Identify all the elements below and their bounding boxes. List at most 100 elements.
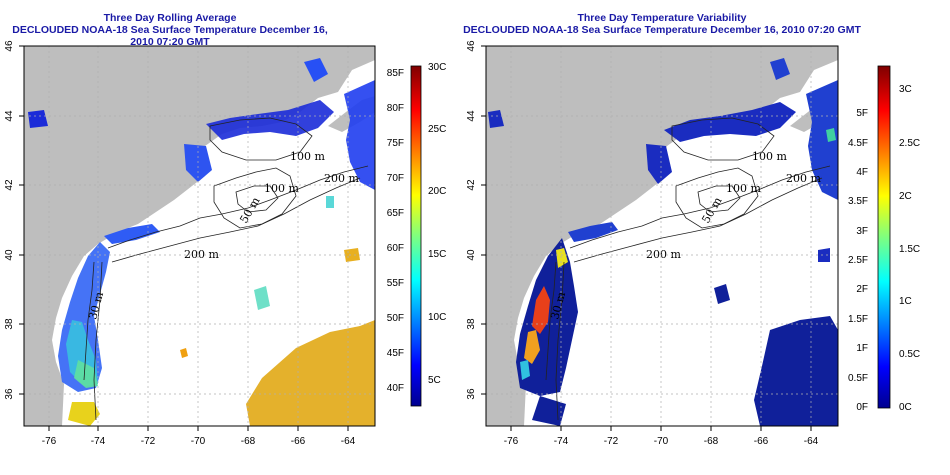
right-title: Three Day Temperature Variability (577, 12, 747, 24)
right-var-cape-cod (646, 144, 672, 184)
right-lat-label: 38 (466, 318, 477, 330)
right-contour-label-200m-a: 200 m (786, 172, 821, 185)
right-var-offshore-patch2 (754, 316, 838, 426)
left-sst-gulfstream (246, 320, 375, 426)
right-cb-f-label: 3F (856, 226, 868, 237)
right-gridlines (486, 46, 838, 426)
left-cb-f-label: 75F (387, 138, 404, 149)
left-lon-tick-labels: -76 -74 -72 -70 -68 -66 -64 (42, 436, 356, 447)
left-colorbar-c-labels: 30C 25C 20C 15C 10C 5C (428, 62, 446, 386)
left-sst-slope-cyan (254, 286, 270, 310)
left-lat-tick-labels: 36 38 40 42 44 46 (4, 40, 15, 400)
left-cb-f-label: 55F (387, 278, 404, 289)
left-sst-ne-tip (304, 58, 328, 82)
left-lon-label: -66 (291, 436, 306, 447)
right-cb-c-label: 1.5C (899, 244, 920, 255)
right-land-mass (486, 46, 838, 426)
left-cb-c-label: 20C (428, 186, 446, 197)
left-lat-label: 42 (4, 179, 15, 191)
right-lat-label: 42 (466, 179, 477, 191)
right-map-panel: 100 m 100 m 200 m 200 m 50 m 30 m (466, 40, 839, 447)
left-cb-c-label: 10C (428, 312, 446, 323)
left-lat-label: 44 (4, 110, 15, 122)
right-lon-label: -68 (704, 436, 719, 447)
right-lon-label: -70 (654, 436, 669, 447)
left-sst-gulfstream-east (344, 248, 360, 262)
left-isobaths (83, 117, 369, 421)
left-colorbar: 85F 80F 75F 70F 65F 60F 55F 50F 45F 40F … (387, 62, 446, 407)
left-sst-slope-cyan2 (326, 196, 334, 208)
left-lat-label: 46 (4, 40, 15, 52)
right-isobaths (545, 117, 831, 421)
right-var-cyan (520, 360, 530, 380)
right-lon-tick-labels: -76 -74 -72 -70 -68 -66 -64 (504, 436, 819, 447)
right-var-high-orange (524, 330, 540, 364)
left-map-frame (23, 45, 376, 427)
left-cb-f-label: 45F (387, 348, 404, 359)
left-contour-label-200m-b: 200 m (184, 248, 219, 261)
right-cb-c-label: 0C (899, 402, 912, 413)
right-cb-f-label: 1F (856, 343, 868, 354)
left-sst-nw-tip (28, 110, 48, 128)
right-cb-f-label: 2.5F (848, 255, 868, 266)
right-lat-label: 36 (466, 388, 477, 400)
left-cb-f-label: 80F (387, 103, 404, 114)
right-cb-f-label: 2F (856, 284, 868, 295)
right-axis-ticks (481, 45, 812, 431)
right-var-offshore-patch3 (818, 248, 830, 262)
left-lon-label: -70 (191, 436, 206, 447)
right-lon-label: -76 (504, 436, 519, 447)
left-axis-ticks (19, 45, 349, 431)
left-lon-label: -74 (91, 436, 106, 447)
right-contour-label-200m-b: 200 m (646, 248, 681, 261)
left-title: Three Day Rolling Average (103, 12, 237, 24)
right-cb-f-label: 4.5F (848, 138, 868, 149)
right-var-scotian-hot (826, 128, 836, 142)
left-cb-f-label: 70F (387, 173, 404, 184)
right-cb-f-label: 0.5F (848, 373, 868, 384)
left-lon-label: -64 (341, 436, 356, 447)
right-lat-label: 46 (466, 40, 477, 52)
left-contour-label-100m-b: 100 m (264, 182, 299, 195)
right-lon-label: -74 (554, 436, 569, 447)
left-cb-f-label: 65F (387, 208, 404, 219)
left-sst-ny-bight (104, 224, 160, 244)
left-cb-c-label: 30C (428, 62, 446, 73)
right-colorbar-c-labels: 3C 2.5C 2C 1.5C 1C 0.5C 0C (899, 84, 920, 413)
left-map-title: Three Day Rolling Average DECLOUDED NOAA… (0, 12, 340, 48)
right-cb-f-label: 1.5F (848, 314, 868, 325)
right-var-ne-tip (770, 58, 790, 80)
left-colorbar-gradient (410, 65, 422, 407)
right-cb-f-label: 4F (856, 167, 868, 178)
right-cb-f-label: 3.5F (848, 196, 868, 207)
left-lat-label: 38 (4, 318, 15, 330)
right-var-gulf-maine (664, 102, 796, 142)
left-lon-label: -76 (42, 436, 57, 447)
left-sst-scotian-shelf (344, 80, 375, 190)
left-cb-f-label: 50F (387, 313, 404, 324)
left-sst-gulf-maine (206, 100, 334, 140)
left-lon-label: -72 (141, 436, 156, 447)
right-cb-c-label: 1C (899, 296, 912, 307)
right-colorbar: 5F 4.5F 4F 3.5F 3F 2.5F 2F 1.5F 1F 0.5F … (848, 65, 920, 413)
right-var-high-red (532, 286, 550, 334)
left-sst-yellow-south (68, 402, 100, 426)
right-cb-f-label: 5F (856, 108, 868, 119)
left-cb-f-label: 85F (387, 68, 404, 79)
right-map-title: Three Day Temperature Variability DECLOU… (462, 12, 862, 36)
left-cb-c-label: 25C (428, 124, 446, 135)
right-colorbar-f-labels: 5F 4.5F 4F 3.5F 3F 2.5F 2F 1.5F 1F 0.5F … (848, 108, 868, 413)
right-lat-tick-labels: 36 38 40 42 44 46 (466, 40, 477, 400)
left-cb-c-label: 5C (428, 375, 441, 386)
left-sst-green (74, 360, 98, 388)
left-cb-f-label: 60F (387, 243, 404, 254)
right-contour-label-100m: 100 m (752, 150, 787, 163)
left-lat-label: 40 (4, 249, 15, 261)
left-cb-c-label: 15C (428, 249, 446, 260)
left-lon-label: -68 (241, 436, 256, 447)
left-gridlines (24, 46, 375, 426)
left-map-panel: 100 m 100 m 200 m 200 m 50 m 30 m (4, 40, 376, 447)
left-subtitle: DECLOUDED NOAA-18 Sea Surface Temperatur… (12, 24, 328, 48)
right-cb-c-label: 3C (899, 84, 912, 95)
